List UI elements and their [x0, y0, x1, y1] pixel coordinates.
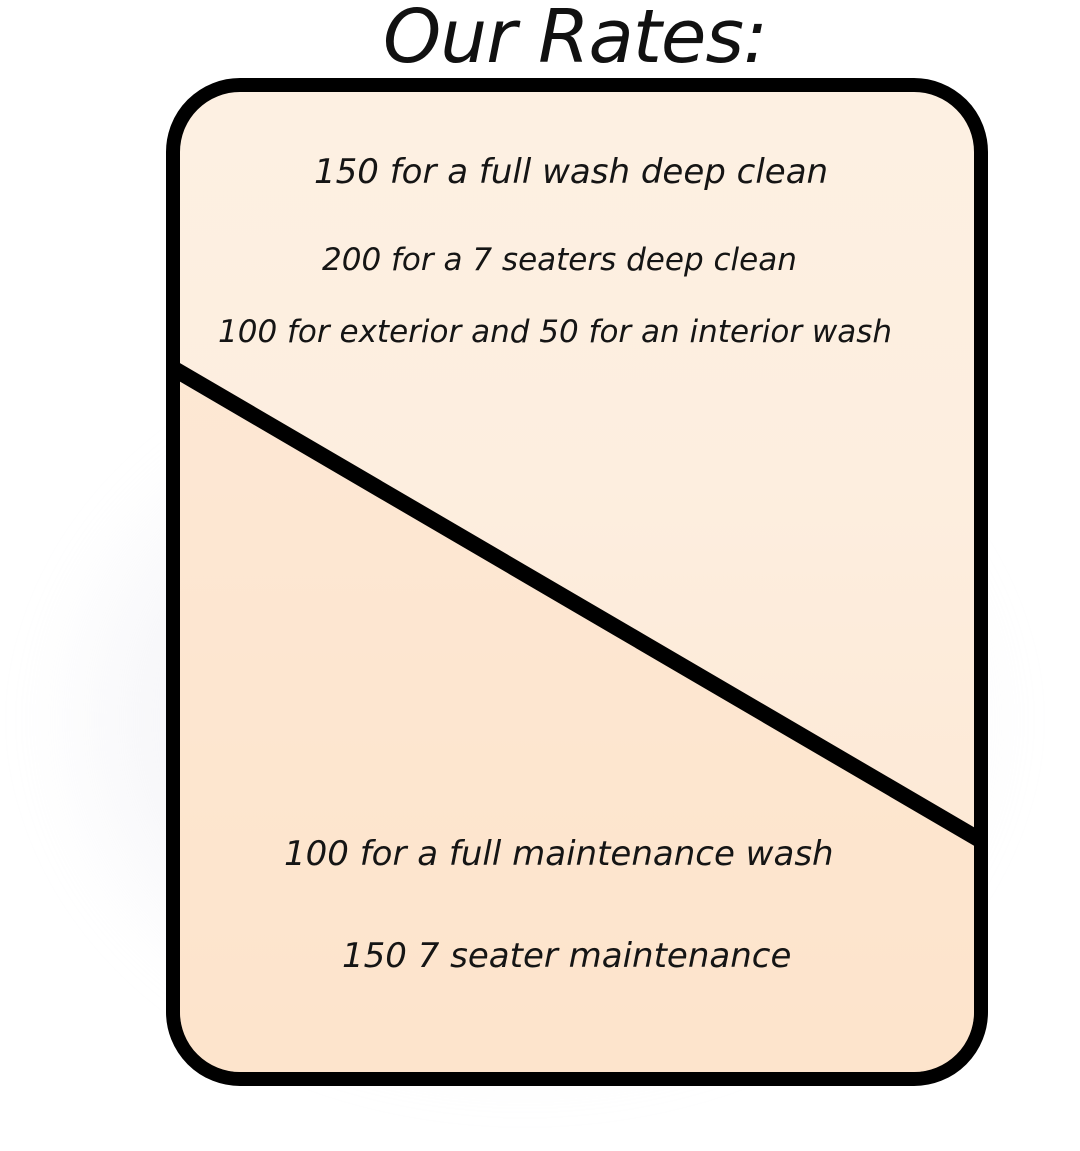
rate-item-full-maintenance-wash: 100 for a full maintenance wash	[284, 834, 834, 874]
rate-item-exterior-interior-wash: 100 for exterior and 50 for an interior …	[218, 314, 893, 350]
diagonal-divider	[180, 363, 974, 1072]
rate-item-7-seater-maintenance: 150 7 seater maintenance	[342, 936, 792, 976]
rates-card: 150 for a full wash deep clean 200 for a…	[166, 78, 988, 1086]
rate-item-full-wash-deep-clean: 150 for a full wash deep clean	[314, 152, 829, 192]
page-title: Our Rates:	[383, 0, 768, 80]
rate-item-7-seater-deep-clean: 200 for a 7 seaters deep clean	[322, 242, 797, 278]
